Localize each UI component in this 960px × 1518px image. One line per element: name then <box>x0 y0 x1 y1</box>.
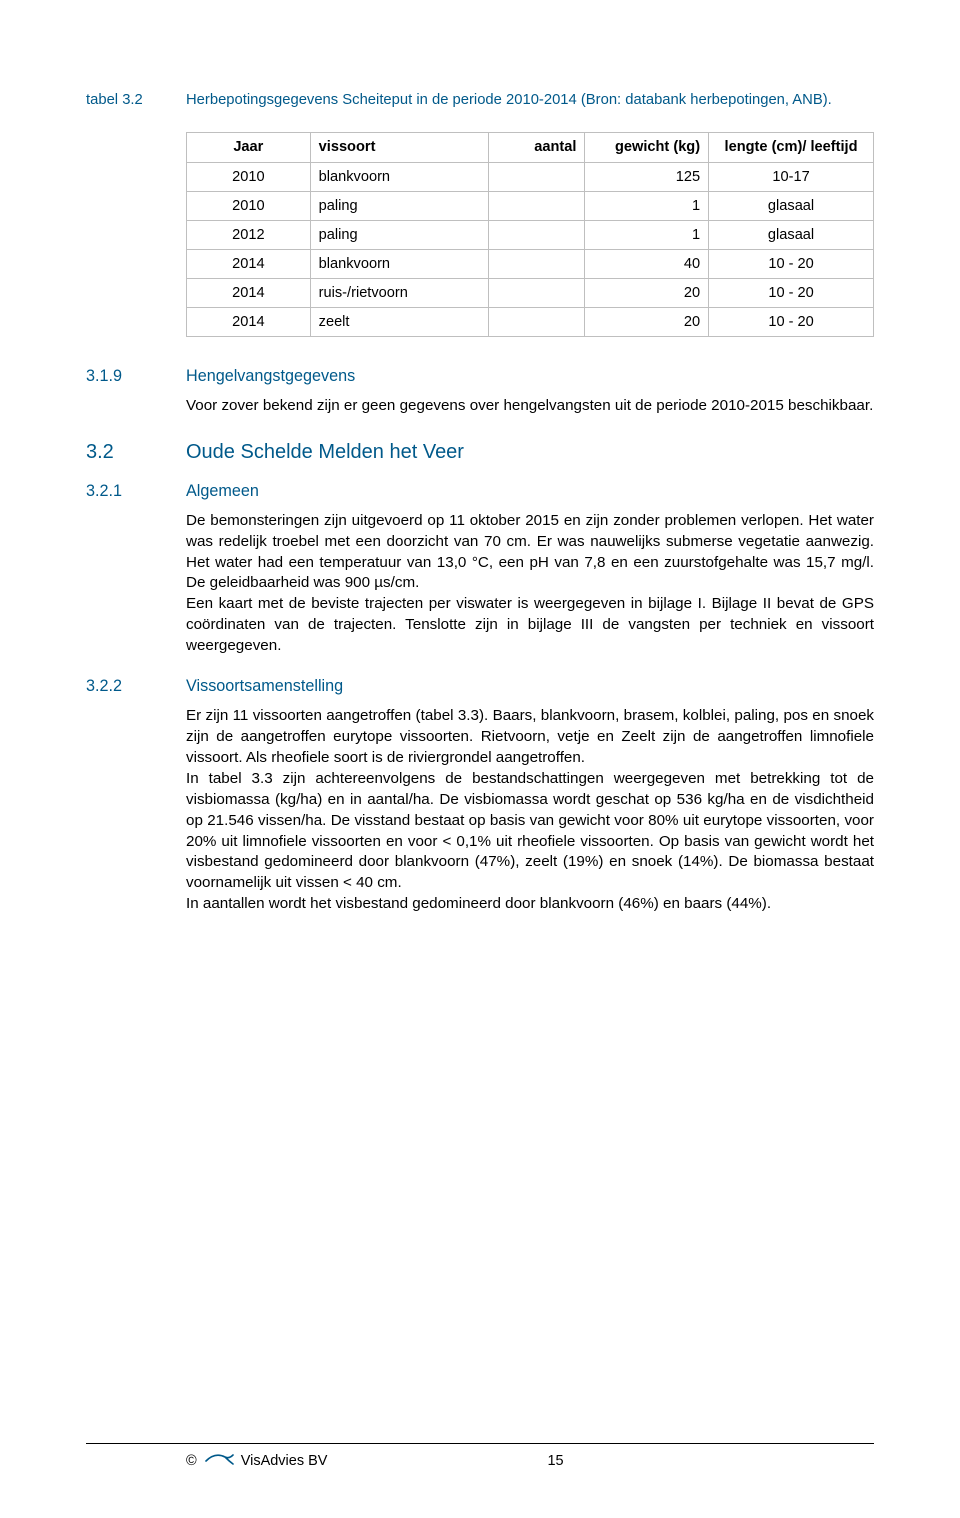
table-cell: glasaal <box>709 220 874 249</box>
caption-label: tabel 3.2 <box>86 90 186 110</box>
table-row: 2010paling 1glasaal <box>187 191 874 220</box>
copyright-symbol: © <box>186 1451 197 1471</box>
table-cell <box>489 249 585 278</box>
data-table-wrapper: Jaar vissoort aantal gewicht (kg) lengte… <box>186 132 874 337</box>
col-gewicht: gewicht (kg) <box>585 133 709 162</box>
table-row: 2014ruis-/rietvoorn 2010 - 20 <box>187 279 874 308</box>
heading-title: Vissoortsamenstelling <box>186 675 874 697</box>
para-322-2: In tabel 3.3 zijn achtereenvolgens de be… <box>186 769 874 895</box>
table-cell: 2012 <box>187 220 311 249</box>
table-caption: tabel 3.2 Herbepotingsgegevens Scheitepu… <box>86 90 874 110</box>
para-321-2: Een kaart met de beviste trajecten per v… <box>186 594 874 657</box>
table-cell: 40 <box>585 249 709 278</box>
table-cell <box>489 220 585 249</box>
table-cell: zeelt <box>310 308 489 337</box>
col-jaar: Jaar <box>187 133 311 162</box>
para-319: Voor zover bekend zijn er geen gegevens … <box>186 396 874 417</box>
table-cell: 2010 <box>187 191 311 220</box>
table-cell: paling <box>310 191 489 220</box>
table-cell: 10 - 20 <box>709 308 874 337</box>
table-cell <box>489 279 585 308</box>
table-cell: glasaal <box>709 191 874 220</box>
data-table: Jaar vissoort aantal gewicht (kg) lengte… <box>186 132 874 337</box>
col-aantal: aantal <box>489 133 585 162</box>
table-cell: blankvoorn <box>310 249 489 278</box>
table-header-row: Jaar vissoort aantal gewicht (kg) lengte… <box>187 133 874 162</box>
fish-logo-icon <box>205 1450 235 1472</box>
table-cell <box>489 308 585 337</box>
heading-num: 3.2.2 <box>86 675 186 697</box>
table-cell: paling <box>310 220 489 249</box>
heading-title: Oude Schelde Melden het Veer <box>186 439 874 467</box>
table-cell: 10-17 <box>709 162 874 191</box>
footer: © VisAdvies BV 15 <box>86 1443 874 1472</box>
table-cell: 20 <box>585 279 709 308</box>
table-cell: 2014 <box>187 279 311 308</box>
heading-num: 3.1.9 <box>86 365 186 387</box>
table-row: 2014blankvoorn 4010 - 20 <box>187 249 874 278</box>
table-cell <box>489 162 585 191</box>
table-cell: 10 - 20 <box>709 279 874 308</box>
table-cell: blankvoorn <box>310 162 489 191</box>
section-heading-319: 3.1.9 Hengelvangstgegevens <box>86 365 874 387</box>
table-cell: 2014 <box>187 249 311 278</box>
table-cell: 1 <box>585 220 709 249</box>
col-lengte: lengte (cm)/ leeftijd <box>709 133 874 162</box>
table-cell: 1 <box>585 191 709 220</box>
footer-page-number: 15 <box>547 1451 563 1471</box>
table-cell: 2014 <box>187 308 311 337</box>
table-row: 2012paling 1glasaal <box>187 220 874 249</box>
section-heading-321: 3.2.1 Algemeen <box>86 480 874 502</box>
section-heading-32: 3.2 Oude Schelde Melden het Veer <box>86 439 874 467</box>
heading-title: Hengelvangstgegevens <box>186 365 874 387</box>
section-heading-322: 3.2.2 Vissoortsamenstelling <box>86 675 874 697</box>
para-322-3: In aantallen wordt het visbestand gedomi… <box>186 894 874 915</box>
heading-num: 3.2.1 <box>86 480 186 502</box>
caption-text: Herbepotingsgegevens Scheiteput in de pe… <box>186 90 874 110</box>
table-cell: ruis-/rietvoorn <box>310 279 489 308</box>
footer-company: VisAdvies BV <box>241 1451 328 1471</box>
table-cell: 125 <box>585 162 709 191</box>
table-cell: 10 - 20 <box>709 249 874 278</box>
para-322-1: Er zijn 11 vissoorten aangetroffen (tabe… <box>186 706 874 769</box>
table-cell: 2010 <box>187 162 311 191</box>
col-vissoort: vissoort <box>310 133 489 162</box>
page: tabel 3.2 Herbepotingsgegevens Scheitepu… <box>0 0 960 1518</box>
para-321-1: De bemonsteringen zijn uitgevoerd op 11 … <box>186 511 874 595</box>
heading-num: 3.2 <box>86 439 186 467</box>
heading-title: Algemeen <box>186 480 874 502</box>
table-cell: 20 <box>585 308 709 337</box>
table-row: 2014zeelt 2010 - 20 <box>187 308 874 337</box>
table-cell <box>489 191 585 220</box>
table-row: 2010blankvoorn 12510-17 <box>187 162 874 191</box>
